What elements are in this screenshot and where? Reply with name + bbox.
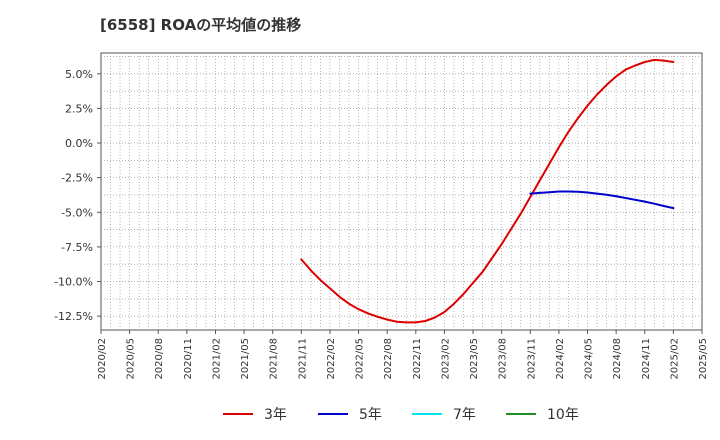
series-lines [300, 58, 675, 324]
y-tick-label: 0.0% [65, 137, 93, 150]
series-line-5年 [529, 190, 675, 210]
x-tick-label: 2022/11 [412, 338, 423, 380]
x-tick-label: 2023/08 [498, 338, 509, 380]
chart-title: [6558] ROAの平均値の推移 [100, 16, 302, 34]
y-tick-label: -2.5% [61, 172, 93, 185]
x-tick-label: 2020/05 [126, 338, 137, 380]
legend-label-10年: 10年 [547, 407, 579, 423]
x-tick-label: 2024/08 [612, 338, 623, 380]
x-tick-label: 2024/11 [641, 338, 652, 380]
legend-label-5年: 5年 [359, 407, 382, 423]
x-tick-label: 2021/11 [297, 338, 308, 380]
y-axis-ticks: 5.0% 2.5% 0.0% -2.5% -5.0% -7.5% -10.0% -12.5% [54, 68, 101, 323]
x-tick-label: 2020/02 [97, 338, 108, 380]
y-tick-label: -7.5% [61, 241, 93, 254]
x-tick-label: 2020/08 [154, 338, 165, 380]
series-line-3年 [300, 58, 675, 324]
y-tick-label: 5.0% [65, 68, 93, 81]
x-tick-label: 2021/05 [240, 338, 251, 380]
y-tick-label: -5.0% [61, 206, 93, 219]
x-tick-label: 2022/02 [326, 338, 337, 380]
x-tick-label: 2021/08 [269, 338, 280, 380]
x-tick-label: 2024/05 [584, 338, 595, 380]
x-tick-label: 2021/02 [211, 338, 222, 380]
x-tick-label: 2025/05 [698, 338, 709, 380]
y-tick-label: -10.0% [54, 276, 93, 289]
x-tick-label: 2024/02 [555, 338, 566, 380]
legend: 3年 5年 7年 10年 [223, 407, 579, 423]
x-tick-label: 2020/11 [183, 338, 194, 380]
plot-area [100, 52, 703, 331]
x-tick-label: 2023/02 [440, 338, 451, 380]
x-tick-label: 2023/11 [526, 338, 537, 380]
y-tick-label: 2.5% [65, 102, 93, 115]
x-tick-label: 2022/08 [383, 338, 394, 380]
legend-label-7年: 7年 [453, 407, 476, 423]
legend-label-3年: 3年 [264, 407, 287, 423]
x-tick-label: 2025/02 [669, 338, 680, 380]
x-tick-label: 2022/05 [355, 338, 366, 380]
x-axis-ticks: 2020/02 2020/05 2020/08 2020/11 2021/02 2021/… [97, 330, 709, 380]
y-tick-label: -12.5% [54, 310, 93, 323]
x-tick-label: 2023/05 [469, 338, 480, 380]
